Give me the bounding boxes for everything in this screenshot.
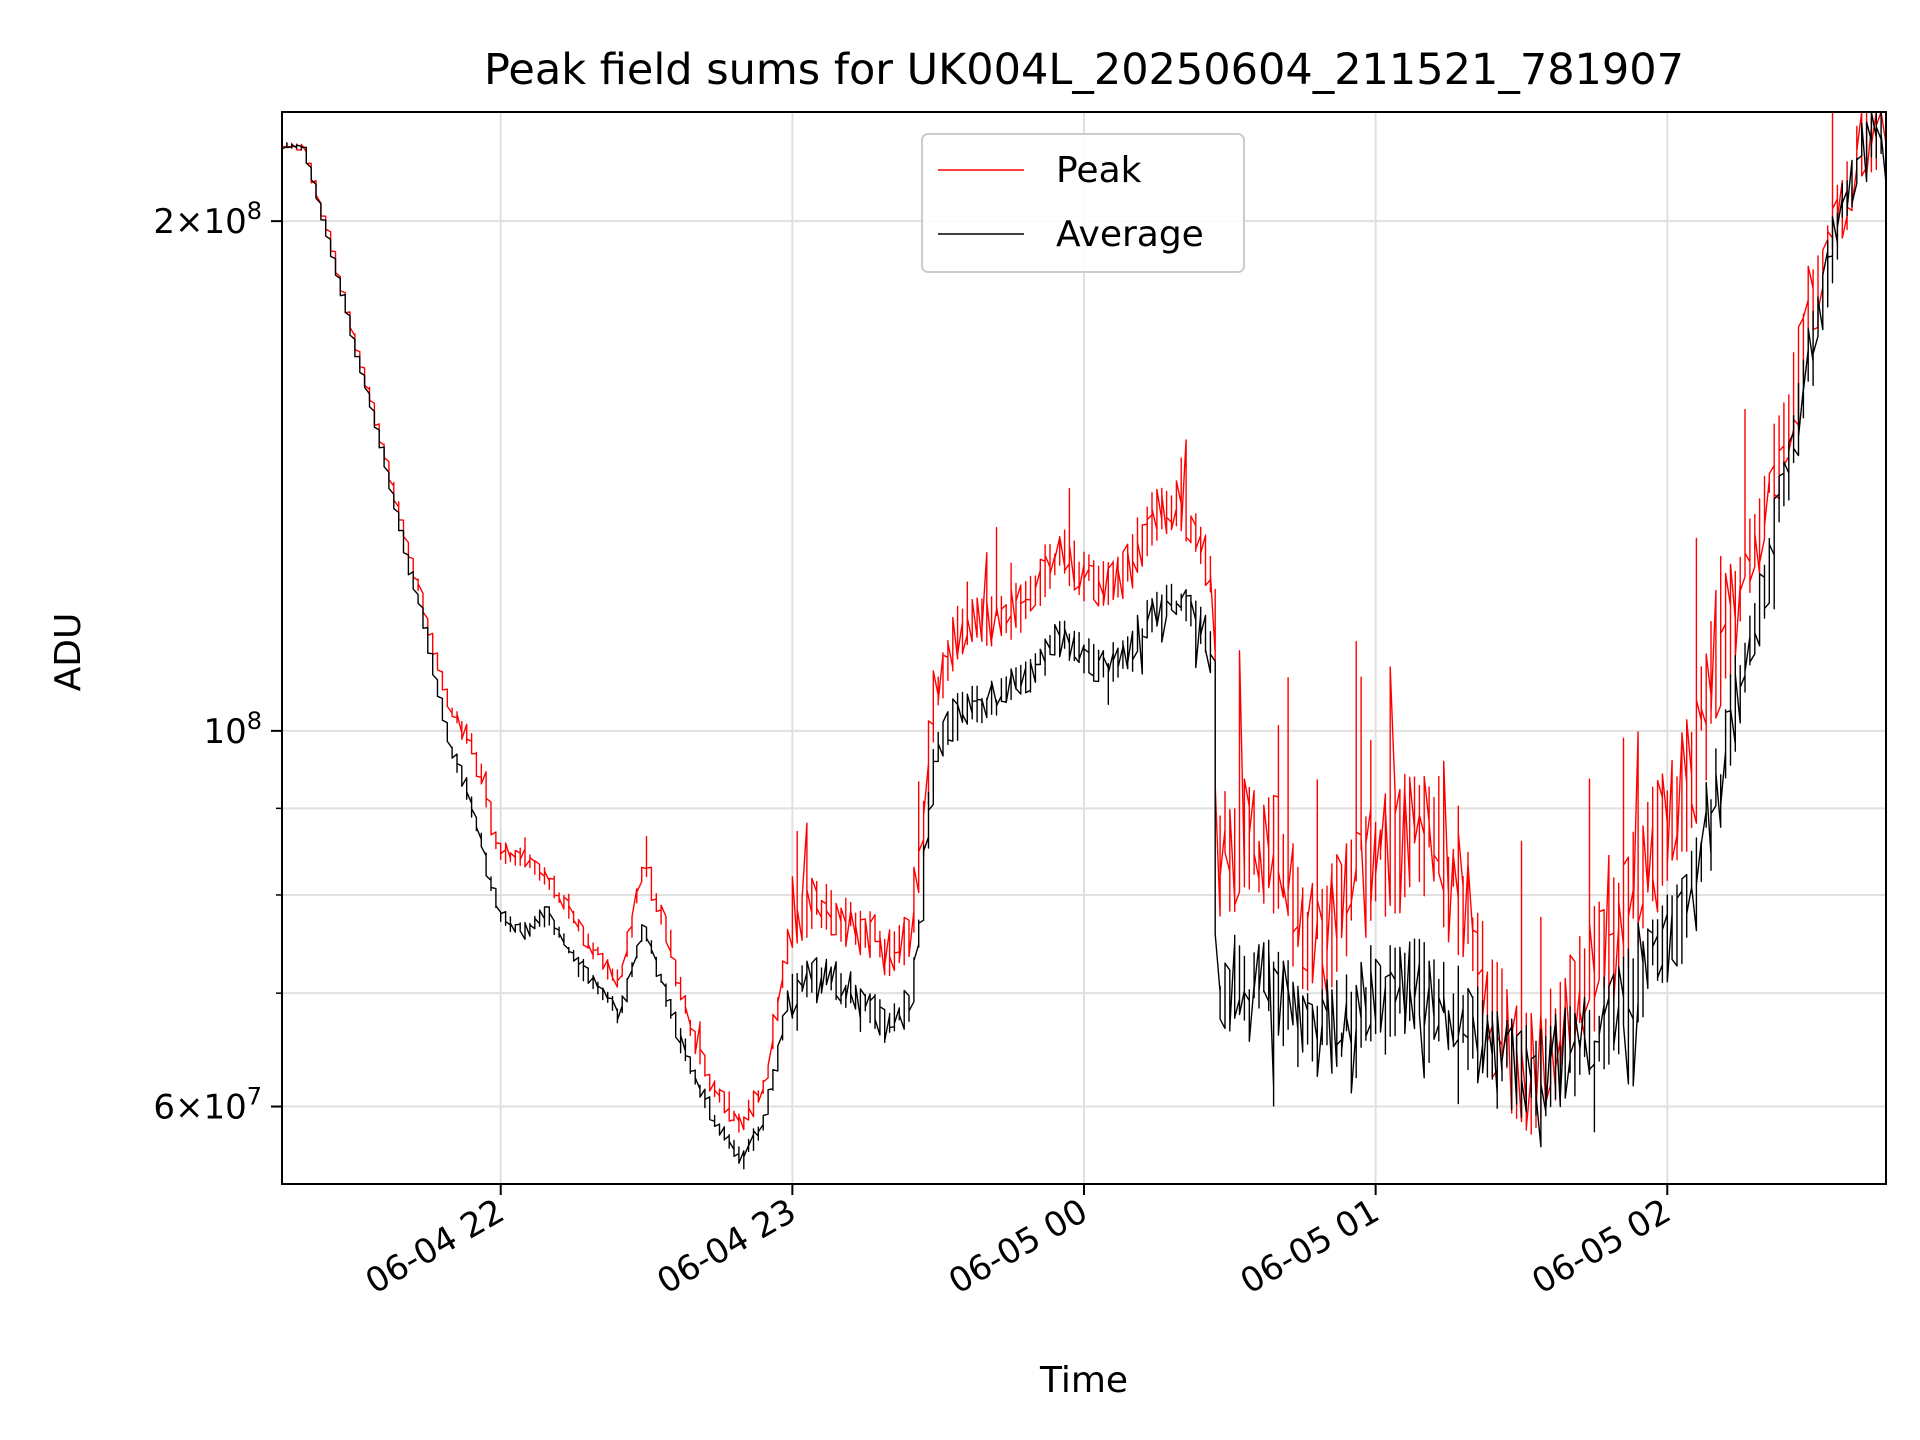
y-tick-label: 6×107 xyxy=(153,1083,262,1128)
legend: Peak Average xyxy=(921,133,1245,273)
plot-area xyxy=(281,111,1887,1170)
y-tick-label: 2×108 xyxy=(153,197,262,242)
series-line-average xyxy=(281,111,1887,1170)
legend-label-peak: Peak xyxy=(1056,150,1142,191)
legend-label-average: Average xyxy=(1056,214,1204,255)
y-tick-label: 108 xyxy=(203,707,262,752)
y-axis-label: ADU xyxy=(48,613,89,692)
chart-title: Peak field sums for UK004L_20250604_2115… xyxy=(484,45,1684,95)
series-line-peak xyxy=(281,111,1887,1135)
legend-box xyxy=(921,133,1245,273)
x-axis-label: Time xyxy=(1039,1360,1128,1401)
